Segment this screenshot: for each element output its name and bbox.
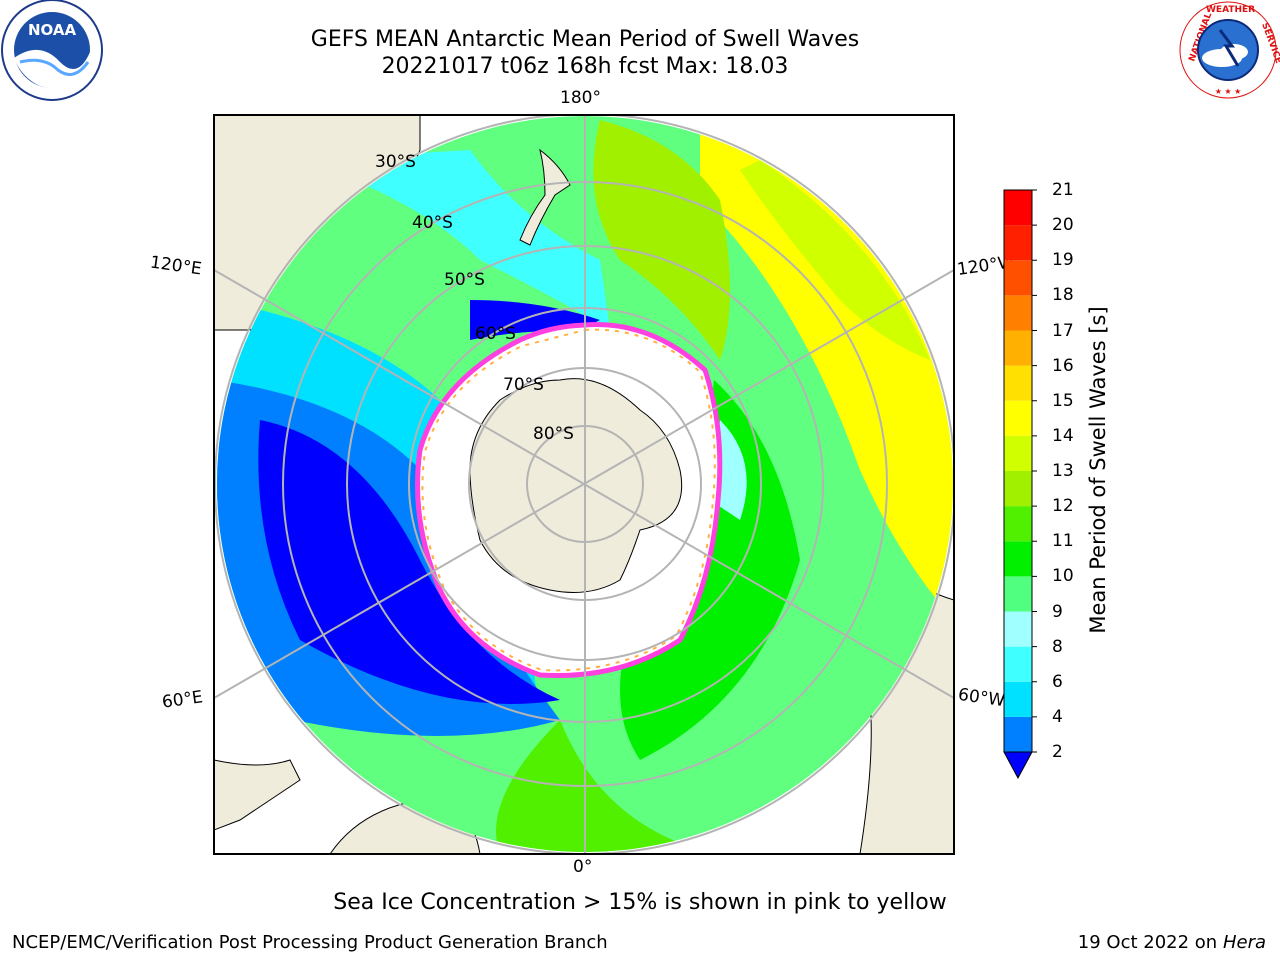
colorbar-tick-label: 4 <box>1052 706 1063 727</box>
lon-label-top: 180° <box>560 88 601 108</box>
colorbar-segment <box>1004 681 1032 717</box>
colorbar-segment <box>1004 435 1032 471</box>
colorbar-tick-label: 15 <box>1052 390 1074 411</box>
lat-label-50s: 50°S <box>444 270 485 290</box>
svg-text:NOAA: NOAA <box>28 21 77 39</box>
lat-label-60s: 60°S <box>475 324 516 344</box>
colorbar-tick-label: 12 <box>1052 496 1074 517</box>
lon-label-left-upper: 120°E <box>148 252 203 280</box>
colorbar-segment <box>1004 400 1032 436</box>
colorbar-segment <box>1004 471 1032 507</box>
chart-subtitle: 20221017 t06z 168h fcst Max: 18.03 <box>381 54 789 79</box>
nws-logo: NATIONAL WEATHER SERVICE ★ ★ ★ <box>1179 1 1280 99</box>
lat-label-40s: 40°S <box>412 213 453 233</box>
colorbar-extend-min <box>1003 751 1033 780</box>
colorbar-segment <box>1004 225 1032 261</box>
colorbar-segment <box>1004 190 1032 226</box>
colorbar-segment <box>1004 365 1032 401</box>
chart-title: GEFS MEAN Antarctic Mean Period of Swell… <box>310 27 860 52</box>
colorbar-segment <box>1004 260 1032 296</box>
colorbar-title: Mean Period of Swell Waves [s] <box>1086 306 1110 634</box>
lon-label-left-lower: 60°E <box>160 687 205 713</box>
lon-label-right-lower: 60°W <box>956 684 1007 712</box>
colorbar-segment <box>1004 330 1032 366</box>
colorbar-tick-label: 6 <box>1052 671 1063 692</box>
noaa-logo: NOAA <box>1 0 103 101</box>
colorbar-segment <box>1004 576 1032 612</box>
land-africa <box>214 759 301 831</box>
lat-label-80s: 80°S <box>533 424 574 444</box>
machine-name: Hera <box>1222 932 1266 953</box>
credit-text: NCEP/EMC/Verification Post Processing Pr… <box>12 932 608 953</box>
colorbar-tick-label: 17 <box>1052 320 1074 341</box>
colorbar-segment <box>1004 541 1032 577</box>
colorbar-segment <box>1004 611 1032 647</box>
colorbar-tick-label: 21 <box>1052 180 1074 200</box>
lon-label-bottom: 0° <box>573 857 593 877</box>
polar-map <box>213 114 955 855</box>
colorbar-tick-label: 10 <box>1052 566 1074 587</box>
colorbar-tick-label: 14 <box>1052 425 1074 446</box>
colorbar <box>1003 189 1037 780</box>
sea-ice-note: Sea Ice Concentration > 15% is shown in … <box>333 890 947 915</box>
colorbar-segment <box>1004 646 1032 682</box>
colorbar-tick-label: 19 <box>1052 250 1074 271</box>
land-antarctica <box>469 378 683 593</box>
colorbar-tick-label: 9 <box>1052 601 1063 622</box>
colorbar-tick-label: 2 <box>1052 742 1063 762</box>
colorbar-tick-label: 20 <box>1052 215 1074 236</box>
colorbar-segment <box>1004 295 1032 331</box>
lat-label-30s: 30°S <box>375 152 416 172</box>
colorbar-tick-label: 8 <box>1052 636 1063 657</box>
issue-date: 19 Oct 2022 on Hera <box>1077 932 1266 953</box>
colorbar-segment <box>1004 506 1032 542</box>
svg-text:★ ★ ★: ★ ★ ★ <box>1215 87 1242 96</box>
colorbar-tick-label: 18 <box>1052 285 1074 306</box>
colorbar-tick-label: 13 <box>1052 461 1074 481</box>
svg-text:WEATHER: WEATHER <box>1206 5 1255 15</box>
land-new-zealand <box>519 148 571 246</box>
colorbar-tick-label: 16 <box>1052 355 1074 376</box>
lat-label-70s: 70°S <box>503 375 544 395</box>
colorbar-segment <box>1004 716 1032 752</box>
colorbar-tick-label: 11 <box>1052 531 1074 552</box>
